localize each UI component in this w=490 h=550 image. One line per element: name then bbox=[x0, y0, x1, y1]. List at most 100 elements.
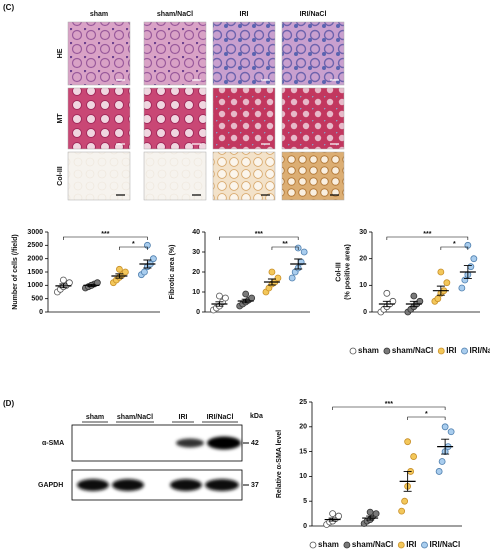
significance-label: * bbox=[453, 241, 456, 248]
legend-marker bbox=[309, 541, 317, 549]
band bbox=[170, 479, 202, 491]
y-tick-label: 30 bbox=[359, 229, 367, 236]
error-bar bbox=[241, 298, 250, 304]
data-point bbox=[410, 453, 418, 460]
y-axis-label: Fibrotic area (%) bbox=[169, 245, 176, 300]
band bbox=[205, 479, 239, 491]
legend-marker bbox=[461, 347, 468, 355]
micrograph bbox=[67, 87, 131, 150]
data-point bbox=[447, 428, 455, 436]
micrograph bbox=[143, 21, 207, 86]
y-tick-label: 30 bbox=[192, 249, 200, 256]
data-point bbox=[458, 284, 466, 292]
micrograph bbox=[212, 151, 276, 201]
micrograph bbox=[143, 151, 207, 201]
y-tick-label: 20 bbox=[359, 256, 367, 263]
legend-label: sham bbox=[358, 346, 379, 355]
band bbox=[77, 479, 109, 491]
legend-label: IRI/NaCl bbox=[430, 540, 461, 549]
panel-label: (C) bbox=[3, 3, 14, 12]
data-point bbox=[404, 438, 412, 446]
row-label: HE bbox=[57, 48, 64, 58]
y-tick-label: 15 bbox=[299, 448, 307, 455]
data-point bbox=[274, 274, 282, 282]
y-tick-label: 40 bbox=[192, 229, 200, 236]
y-tick-label: 0 bbox=[196, 309, 200, 316]
error-bar bbox=[441, 438, 450, 455]
significance-label: * bbox=[132, 241, 135, 248]
data-point bbox=[470, 255, 478, 263]
data-point bbox=[467, 263, 475, 271]
micrographs: sham sham/NaCl IRI IRI/NaCl HE MT Col-III bbox=[57, 11, 345, 201]
significance-bracket bbox=[63, 236, 148, 240]
error-bar bbox=[403, 470, 412, 492]
data-point bbox=[116, 265, 123, 273]
data-point bbox=[248, 294, 256, 302]
column-label: IRI/NaCl bbox=[300, 11, 327, 18]
significance-bracket bbox=[271, 246, 299, 250]
micrograph bbox=[67, 151, 131, 201]
data-point bbox=[288, 274, 296, 282]
y-tick-label: 5 bbox=[303, 498, 307, 505]
data-point bbox=[437, 268, 445, 276]
data-point bbox=[122, 268, 129, 276]
legend-marker bbox=[437, 347, 445, 355]
y-axis-label: Relative α-SMA level bbox=[276, 430, 283, 498]
legend-marker bbox=[397, 541, 405, 549]
band-label: α-SMA bbox=[42, 440, 64, 447]
data-point bbox=[383, 289, 391, 297]
y-tick-label: 20 bbox=[192, 269, 200, 276]
micrograph bbox=[281, 87, 345, 150]
data-point bbox=[222, 294, 229, 302]
significance-bracket bbox=[219, 236, 299, 240]
y-tick-label: 0 bbox=[39, 309, 43, 316]
micrograph bbox=[212, 21, 276, 86]
y-tick-label: 0 bbox=[363, 309, 367, 316]
data-point bbox=[216, 292, 223, 300]
y-tick-label: 25 bbox=[299, 399, 307, 406]
y-tick-label: 10 bbox=[359, 282, 367, 289]
legend-label: sham bbox=[318, 540, 339, 549]
lane-label: sham bbox=[86, 414, 104, 421]
data-point bbox=[410, 292, 418, 300]
data-point bbox=[66, 279, 73, 287]
significance-label: *** bbox=[101, 231, 109, 238]
y-tick-label: 2000 bbox=[27, 256, 43, 263]
significance-label: *** bbox=[255, 231, 263, 238]
kda-label: 42 bbox=[251, 440, 259, 447]
data-point bbox=[300, 248, 308, 256]
significance-bracket bbox=[119, 246, 148, 250]
row-label: Col-III bbox=[57, 166, 64, 185]
data-point bbox=[329, 510, 337, 517]
band bbox=[112, 479, 144, 491]
significance-bracket bbox=[332, 406, 446, 410]
legend-marker bbox=[343, 541, 351, 549]
error-bar bbox=[436, 285, 445, 296]
row-label: MT bbox=[57, 113, 64, 124]
micrograph bbox=[281, 151, 345, 201]
y-axis-label: Col-III bbox=[335, 262, 342, 281]
data-point bbox=[435, 468, 443, 475]
micrograph bbox=[67, 21, 131, 86]
significance-bracket bbox=[407, 416, 446, 420]
data-point bbox=[140, 268, 148, 276]
column-label: sham/NaCl bbox=[157, 11, 193, 18]
micrograph bbox=[143, 87, 207, 150]
significance-bracket bbox=[386, 236, 469, 240]
panel-label: (D) bbox=[3, 399, 14, 408]
data-point bbox=[401, 497, 409, 505]
data-point bbox=[366, 508, 374, 516]
significance-label: *** bbox=[385, 401, 393, 408]
y-tick-label: 10 bbox=[299, 473, 307, 480]
legend-label: IRI bbox=[406, 540, 416, 549]
legend-label: IRI/NaCl bbox=[470, 346, 490, 355]
legend-label: IRI bbox=[446, 346, 456, 355]
legend-marker bbox=[349, 347, 357, 355]
y-tick-label: 10 bbox=[192, 289, 200, 296]
kda-header: kDa bbox=[250, 413, 263, 420]
y-tick-label: 2500 bbox=[27, 242, 43, 249]
y-tick-label: 20 bbox=[299, 424, 307, 431]
y-axis-label: Number of cells (/field) bbox=[12, 234, 19, 309]
band-label: GAPDH bbox=[38, 482, 63, 489]
